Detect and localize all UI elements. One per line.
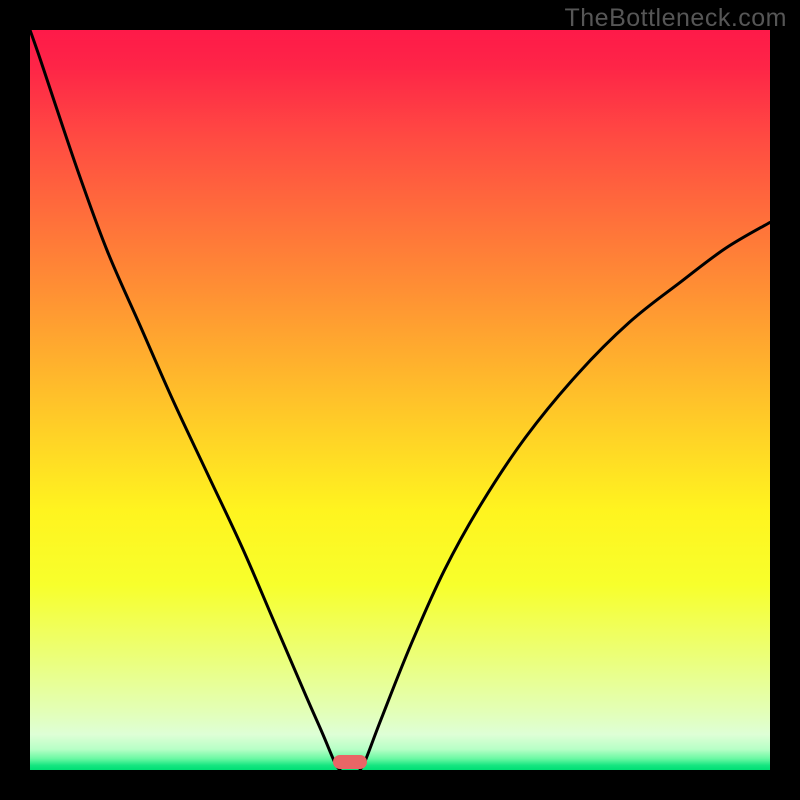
optimal-marker (333, 755, 367, 769)
bottleneck-curve (30, 30, 770, 770)
watermark-text: TheBottleneck.com (565, 4, 788, 33)
plot-area (30, 30, 770, 770)
chart-canvas: TheBottleneck.com (0, 0, 800, 800)
